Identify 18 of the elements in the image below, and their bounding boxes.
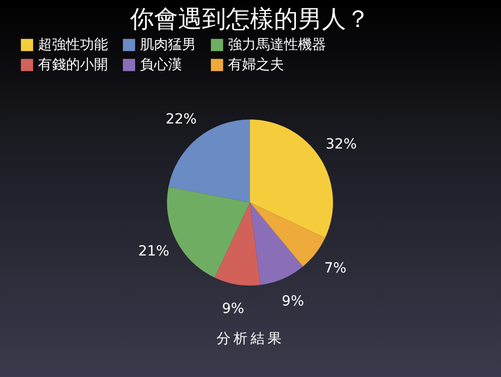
data-label: 9%	[222, 301, 244, 318]
pie-slice	[250, 202, 326, 266]
data-label: 32%	[326, 136, 357, 153]
legend-label: 有錢的小開	[38, 57, 108, 73]
pie-slice	[214, 202, 260, 286]
pie-slice	[167, 186, 250, 278]
chart-title: 你會遇到怎樣的男人？	[129, 5, 370, 33]
legend-label: 強力馬達性機器	[228, 37, 326, 53]
legend-label: 有婦之夫	[228, 57, 284, 73]
pie-slice	[250, 202, 303, 285]
data-label: 9%	[282, 294, 304, 310]
legend-label: 肌肉猛男	[140, 37, 196, 53]
legend-label: 超強性功能	[38, 37, 108, 53]
data-label: 7%	[324, 260, 346, 277]
data-label: 21%	[138, 244, 170, 260]
data-label: 22%	[166, 111, 197, 128]
legend-label: 負心漢	[140, 57, 182, 73]
text: 分析結果	[216, 330, 286, 348]
